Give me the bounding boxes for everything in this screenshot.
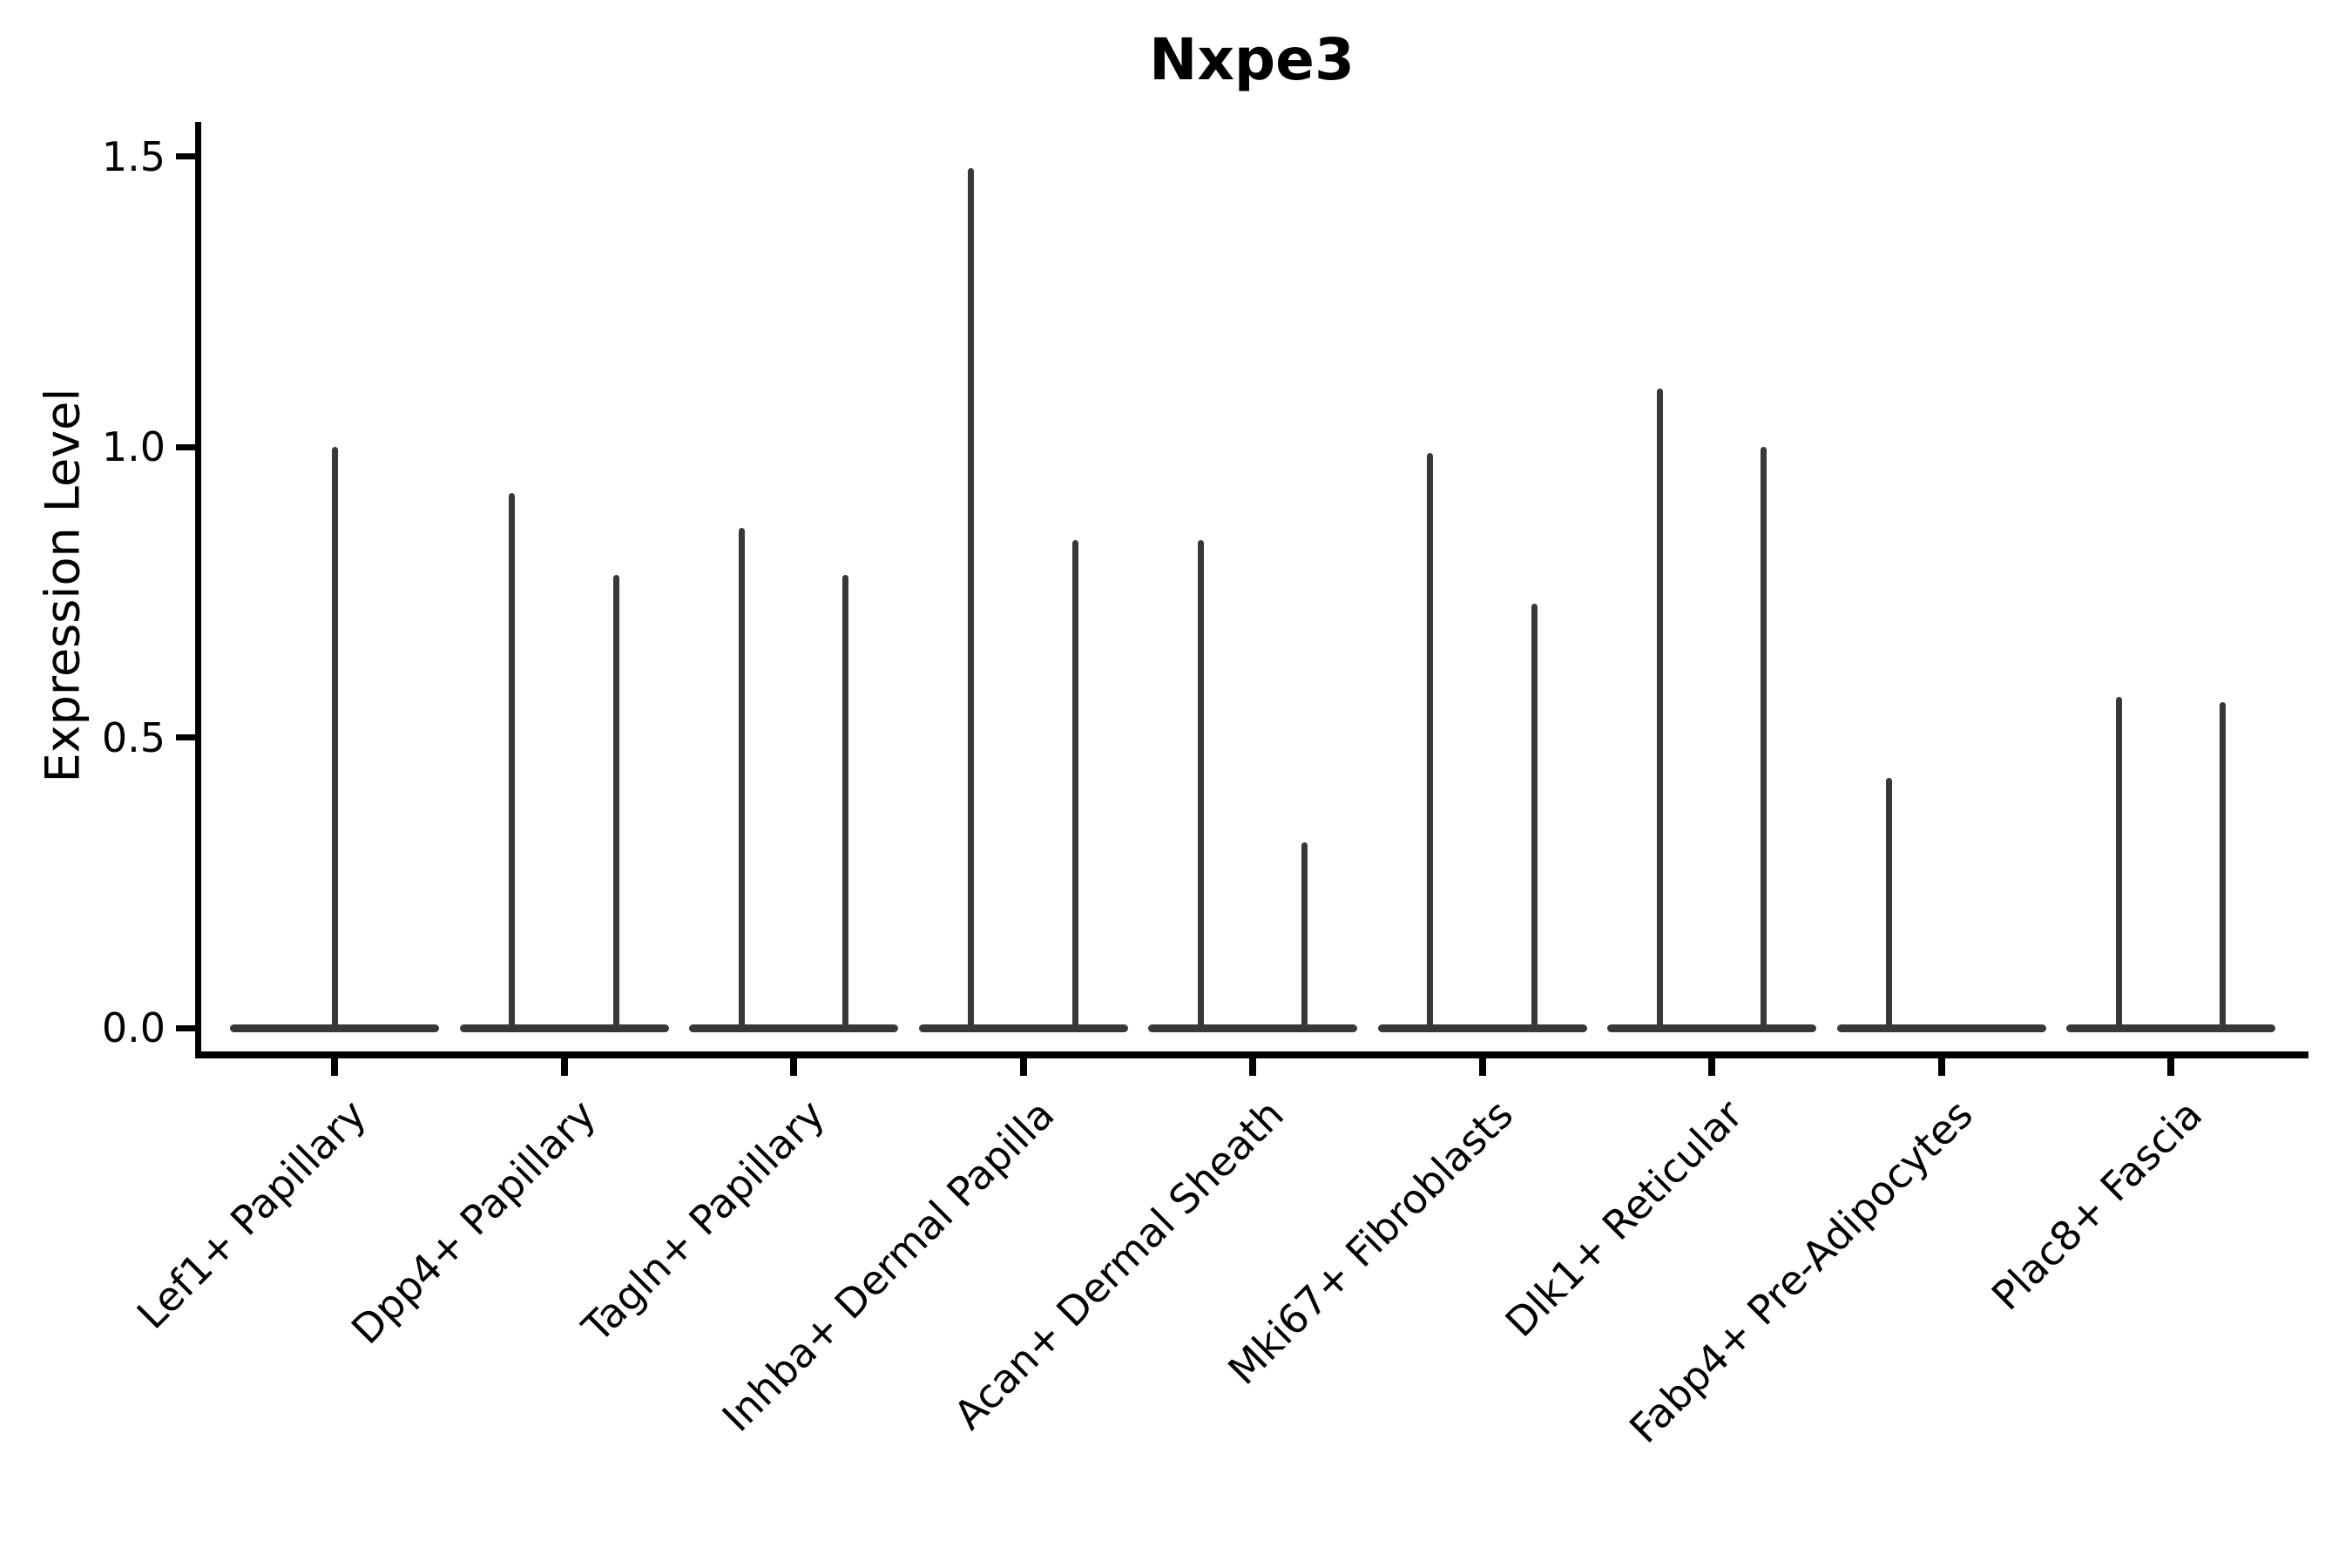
violin-spike — [2115, 696, 2122, 1032]
x-axis-tick — [2167, 1058, 2174, 1076]
y-axis-tick-label: 0.0 — [101, 1004, 166, 1051]
y-axis-tick-label: 1.5 — [101, 132, 166, 180]
violin-baseline — [1148, 1024, 1357, 1032]
x-axis-tick — [560, 1058, 568, 1076]
violin-spike — [1197, 539, 1204, 1032]
chart-title: Nxpe3 — [1149, 26, 1355, 93]
x-axis-tick — [1249, 1058, 1256, 1076]
x-axis-tick — [1937, 1058, 1945, 1076]
violin-spike — [842, 574, 849, 1032]
violin-spike — [1071, 539, 1078, 1032]
violin-baseline — [689, 1024, 898, 1032]
violin-baseline — [1607, 1024, 1816, 1032]
x-axis-spine — [195, 1051, 2308, 1058]
violin-baseline — [1377, 1024, 1587, 1032]
violin-spike — [738, 528, 745, 1032]
y-axis-tick — [176, 443, 195, 450]
violin-spike — [331, 447, 338, 1032]
violin-spike — [612, 574, 619, 1032]
x-axis-label: Dpp4+ Papillary — [341, 1091, 605, 1354]
violin-spike — [1761, 447, 1767, 1032]
x-axis-tick — [331, 1058, 338, 1076]
violin-spike — [509, 493, 516, 1032]
x-axis-label: Plac8+ Fascia — [1982, 1091, 2212, 1320]
x-axis-tick — [1708, 1058, 1715, 1076]
violin-spike — [1301, 841, 1308, 1032]
y-axis-tick-label: 0.5 — [101, 713, 166, 761]
y-axis-tick — [176, 1024, 195, 1031]
violin-spike — [1656, 389, 1663, 1032]
y-axis-tick — [176, 734, 195, 740]
y-axis-tick-label: 1.0 — [101, 423, 166, 470]
violin-baseline — [459, 1024, 669, 1032]
x-axis-tick — [1019, 1058, 1027, 1076]
violin-spike — [1531, 604, 1538, 1032]
y-axis-tick — [176, 153, 195, 159]
x-axis-tick — [790, 1058, 797, 1076]
violin-baseline — [2066, 1024, 2275, 1032]
violin-spike — [2220, 702, 2227, 1032]
violin-spike — [1886, 778, 1893, 1032]
x-axis-label: Tagln+ Papillary — [573, 1091, 835, 1351]
violin-spike — [968, 167, 975, 1032]
violin-spike — [1427, 452, 1434, 1032]
violin-baseline — [1836, 1024, 2046, 1032]
x-axis-label: Lef1+ Papillary — [127, 1091, 375, 1338]
x-axis-tick — [1478, 1058, 1486, 1076]
y-axis-spine — [195, 122, 201, 1058]
x-axis-label: Dlk1+ Reticular — [1496, 1091, 1753, 1347]
violin-baseline — [918, 1024, 1128, 1032]
